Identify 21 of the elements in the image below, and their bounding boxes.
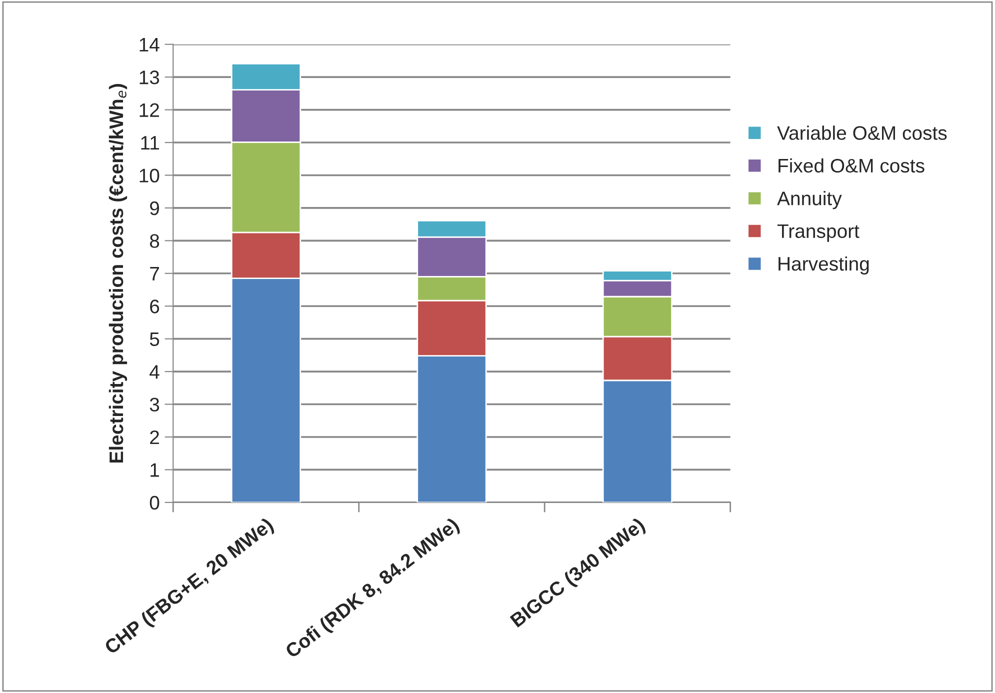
legend-label: Transport <box>777 224 860 242</box>
legend-label: Fixed O&M costs <box>778 158 924 173</box>
legend-label: Variable O&M costs <box>777 126 947 140</box>
y-tick-label: 0 <box>150 496 160 510</box>
y-tick-label: 10 <box>140 168 160 182</box>
y-tick-label: 7 <box>150 267 159 280</box>
y-tick-label: 12 <box>140 103 159 117</box>
legend-label: Annuity <box>777 191 842 210</box>
legend-label: Harvesting <box>778 256 869 275</box>
y-tick-label: 2 <box>150 430 159 444</box>
y-tick-label: 8 <box>150 234 160 248</box>
y-tick-label: 11 <box>141 136 159 150</box>
y-tick-label: 5 <box>150 332 160 346</box>
y-tick-label: 4 <box>150 365 160 379</box>
y-tick-label: 9 <box>150 201 160 216</box>
y-tick-label: 14 <box>140 38 160 52</box>
y-tick-label: 3 <box>150 398 160 412</box>
y-tick-label: 13 <box>140 70 160 84</box>
y-tick-label: 6 <box>150 300 160 314</box>
y-axis-title: Electricity production costs (€cent/kWh$_{e}$) <box>108 84 128 463</box>
y-tick-label: 1 <box>150 463 159 477</box>
